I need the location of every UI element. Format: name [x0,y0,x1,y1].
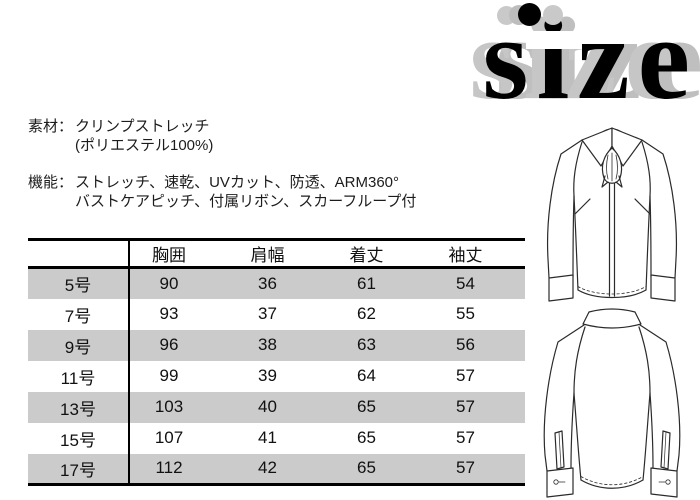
size-value-cell: 65 [357,428,376,447]
material-line-1: クリンプストレッチ [75,118,210,135]
size-value-cell: 57 [456,458,475,478]
size-row-label: 11号 [28,360,130,392]
size-table: 胸囲 肩幅 着丈 袖丈 5号 90 36 61 54 7号 93 37 62 55 9号 96 38 63 56 1… [28,238,525,486]
size-value-cell: 103 [154,397,184,416]
column-header: 着丈 [349,246,384,265]
table-row: 9号 96 38 63 56 [28,329,525,361]
size-value-cell: 41 [258,428,277,447]
size-value-cell: 65 [357,397,376,416]
size-value-cell: 93 [159,304,179,323]
size-value-cell: 37 [258,304,277,323]
size-row-label: 5号 [28,267,130,299]
column-header: 肩幅 [250,246,285,265]
size-value-cell: 54 [456,273,475,293]
table-row: 5号 90 36 61 54 [28,267,525,299]
size-value-cell: 57 [456,397,475,416]
size-table-header: 胸囲 肩幅 着丈 袖丈 [28,239,525,268]
material-spec-row: 素材： クリンプストレッチ (ポリエステル100%) [28,117,213,155]
size-row-label: 15号 [28,422,130,454]
material-line-2: (ポリエステル100%) [75,137,214,154]
size-value-cell: 112 [155,458,183,478]
function-line-1: ストレッチ、速乾、UVカット、防透、ARM360° [75,174,399,191]
size-value-cell: 99 [159,366,179,385]
size-value-cell: 107 [154,428,184,447]
table-row: 15号 107 41 65 57 [28,422,525,454]
size-value-cell: 57 [456,366,475,385]
table-row: 11号 99 39 64 57 [28,360,525,392]
shirt-back-illustration [543,308,681,498]
material-label: 素材： [28,118,74,135]
table-row: 13号 103 40 65 57 [28,391,525,423]
size-value-cell: 96 [159,335,179,354]
title-dot-black [518,3,541,26]
size-row-label: 13号 [28,391,130,423]
function-label: 機能： [28,174,74,191]
size-value-cell: 64 [357,366,376,385]
size-value-cell: 55 [456,304,475,323]
column-header: 袖丈 [448,246,483,265]
size-table-body: 5号 90 36 61 54 7号 93 37 62 55 9号 96 38 63 56 11号 99 39 64 5… [28,267,525,485]
shirt-front-illustration [546,127,678,302]
size-value-cell: 90 [159,273,179,293]
size-row-label: 17号 [28,453,130,485]
size-value-cell: 39 [258,366,277,385]
size-row-label: 9号 [28,329,130,361]
size-value-cell: 63 [357,335,376,354]
size-value-cell: 57 [456,428,475,447]
size-value-cell: 40 [258,397,277,416]
size-value-cell: 62 [357,304,376,323]
size-row-label: 7号 [28,298,130,330]
size-value-cell: 38 [258,335,277,354]
table-row: 17号 112 42 65 57 [28,453,525,485]
size-value-cell: 36 [258,273,277,293]
table-row: 7号 93 37 62 55 [28,298,525,330]
column-header: 胸囲 [152,246,186,265]
function-text: ストレッチ、速乾、UVカット、防透、ARM360° バストケアピッチ、付属リボン… [75,173,416,211]
function-spec-row: 機能： ストレッチ、速乾、UVカット、防透、ARM360° バストケアピッチ、付… [28,173,416,211]
material-text: クリンプストレッチ (ポリエステル100%) [75,117,213,155]
size-value-cell: 42 [258,458,277,478]
title-dot-gray-right [543,5,563,25]
corner-header-cell [28,239,130,268]
function-line-2: バストケアピッチ、付属リボン、スカーフループ付 [75,193,417,210]
size-value-cell: 61 [357,273,376,293]
size-value-cell: 56 [456,335,475,354]
title-dot-patch [526,31,582,49]
size-value-cell: 65 [357,458,376,478]
